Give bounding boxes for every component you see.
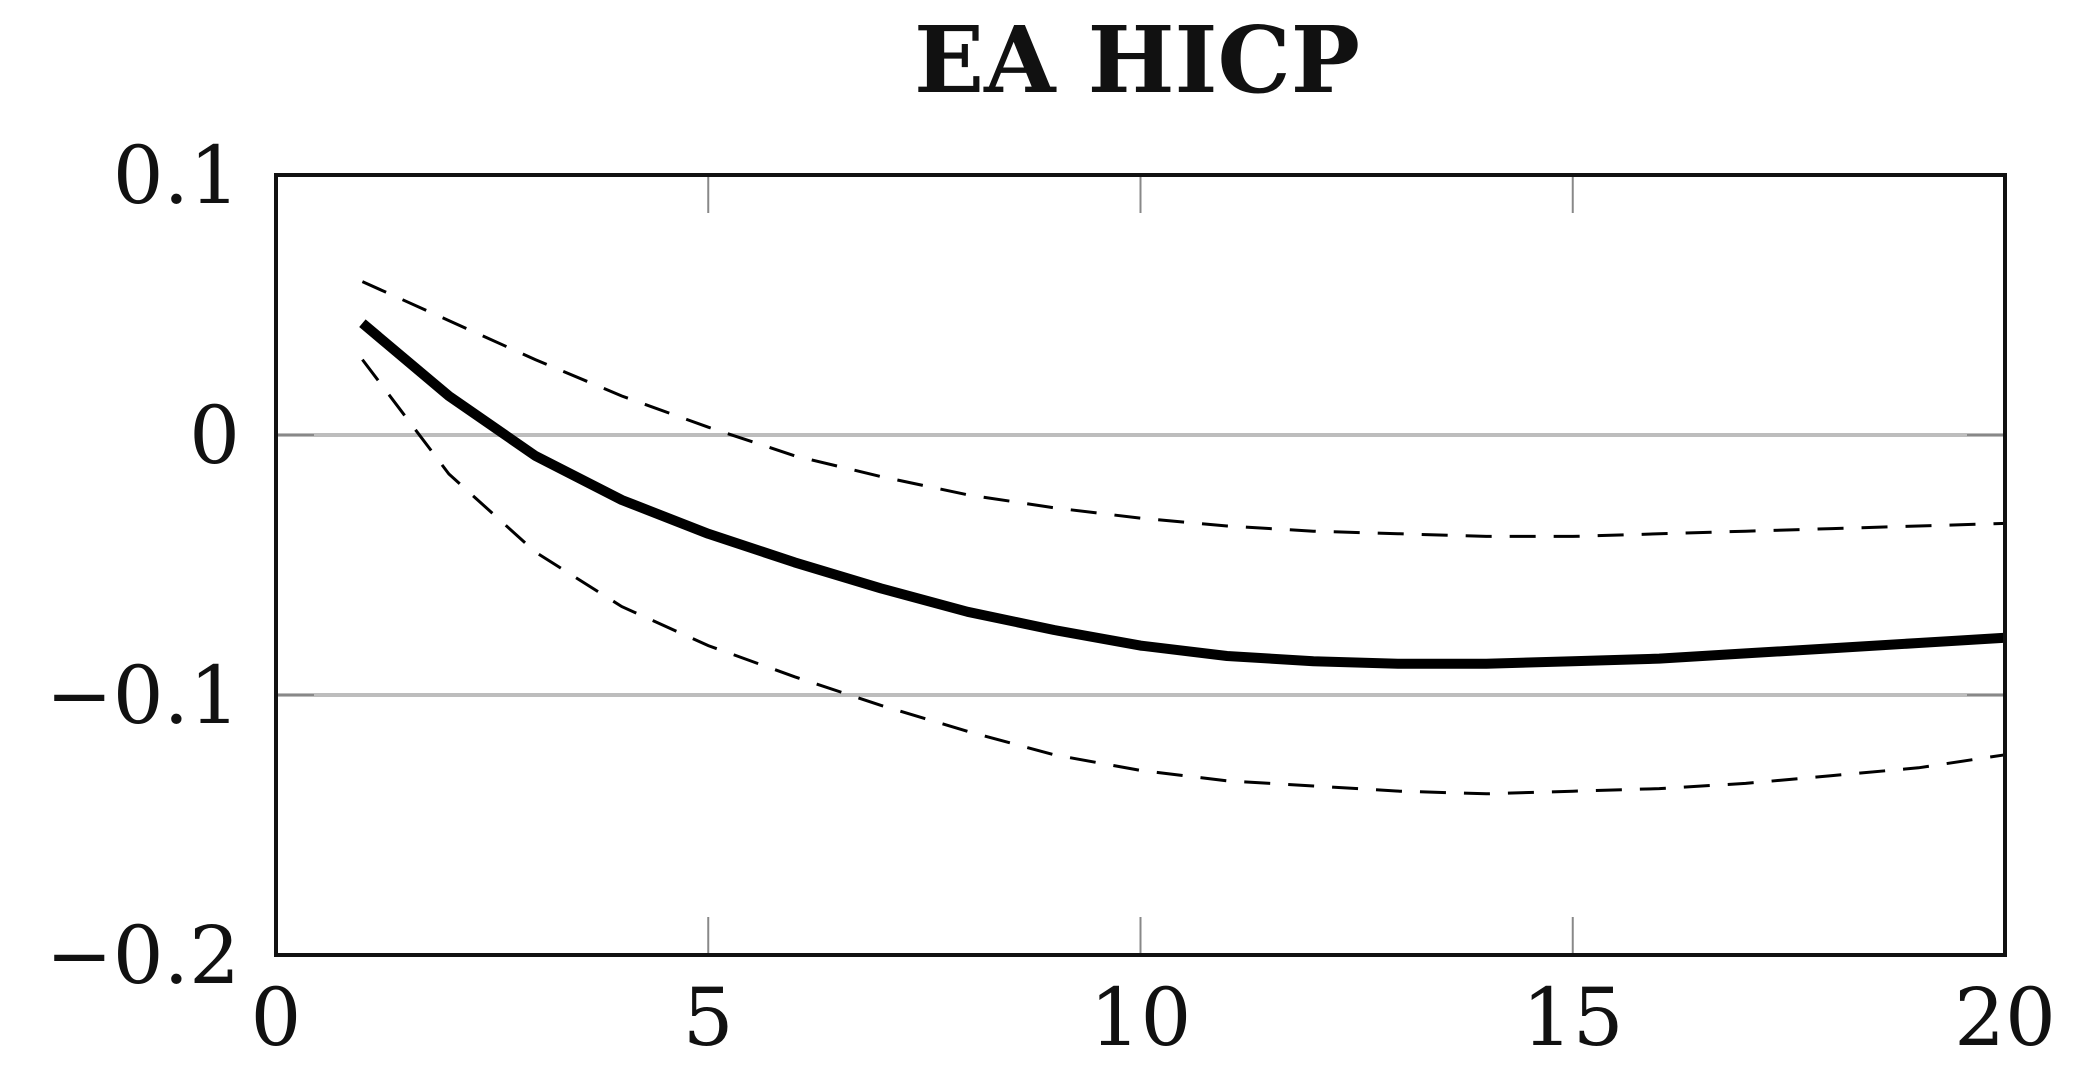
y-tick-label-2: −0.1 <box>46 649 240 742</box>
confidence-band-line-1 <box>361 280 2006 538</box>
series-lines <box>359 280 2006 796</box>
axis-ticks <box>275 174 2006 956</box>
x-tick-label-2: 10 <box>1090 971 1192 1064</box>
chart-title: EA HICP <box>914 6 1360 114</box>
main-series-line-0 <box>359 319 2006 669</box>
y-tick-label-3: −0.2 <box>46 909 240 1002</box>
x-tick-label-4: 20 <box>1954 971 2056 1064</box>
y-tick-label-1: 0 <box>189 389 240 482</box>
x-tick-label-0: 0 <box>251 971 302 1064</box>
grid-lines <box>276 433 2005 697</box>
confidence-band-line-2 <box>361 358 2006 796</box>
x-tick-label-1: 5 <box>683 971 734 1064</box>
plot-frame <box>274 173 2007 957</box>
tick-labels: 0 5 10 15 20 0.1 0 −0.1 −0.2 <box>46 129 2056 1064</box>
x-tick-label-3: 15 <box>1522 971 1624 1064</box>
y-tick-label-0: 0.1 <box>113 129 240 222</box>
